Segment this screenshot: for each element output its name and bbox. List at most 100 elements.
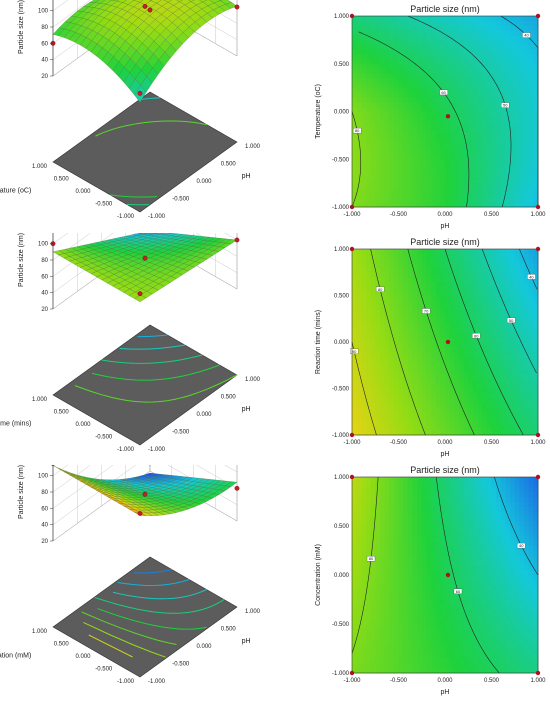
contour-cell	[505, 286, 510, 291]
contour-cell	[352, 296, 357, 301]
contour-cell	[492, 178, 497, 183]
contour-cell	[473, 202, 478, 207]
contour-cell	[473, 272, 478, 277]
contour-cell	[403, 365, 408, 370]
contour-cell	[529, 402, 534, 407]
contour-cell	[422, 121, 427, 126]
contour-cell	[380, 272, 385, 277]
contour-cell	[501, 121, 506, 126]
contour-cell	[375, 565, 380, 570]
contour-cell	[375, 649, 380, 654]
contour-cell	[371, 595, 376, 600]
contour-cell	[385, 426, 390, 431]
contour-cell	[519, 296, 524, 301]
contour-cell	[440, 116, 445, 121]
contour-cell	[496, 202, 501, 207]
contour-cell	[394, 393, 399, 398]
contour-cell	[426, 560, 431, 565]
contour-cell	[436, 277, 441, 282]
contour-cell	[408, 272, 413, 277]
contour-cell	[426, 375, 431, 380]
contour-cell	[524, 102, 529, 107]
contour-cell	[426, 634, 431, 639]
contour-cell	[403, 69, 408, 74]
contour-cell	[487, 389, 492, 394]
contour-cell	[375, 521, 380, 526]
contour-cell	[436, 140, 441, 145]
contour-cell	[501, 69, 506, 74]
contour-cell	[385, 590, 390, 595]
contour-cell	[464, 402, 469, 407]
contour-cell	[375, 393, 380, 398]
contour-cell	[431, 351, 436, 356]
contour-cell	[412, 370, 417, 375]
contour-cell	[389, 619, 394, 624]
contour-cell	[375, 351, 380, 356]
contour-cell	[399, 140, 404, 145]
contour-cell	[375, 45, 380, 50]
contour-cell	[482, 268, 487, 273]
contour-cell	[440, 258, 445, 263]
contour-cell	[403, 305, 408, 310]
contour-cell	[524, 286, 529, 291]
contour-cell	[394, 629, 399, 634]
contour-cell	[417, 258, 422, 263]
contour-cell	[501, 393, 506, 398]
contour-cell	[366, 258, 371, 263]
contour-cell	[473, 268, 478, 273]
contour-cell	[412, 430, 417, 435]
contour-cell	[459, 258, 464, 263]
contour-cell	[403, 174, 408, 179]
contour-cell	[496, 59, 501, 64]
contour-cell	[394, 595, 399, 600]
contour-cell	[459, 26, 464, 31]
contour-cell	[519, 150, 524, 155]
contour-cell	[399, 92, 404, 97]
contour-cell	[426, 88, 431, 93]
contour-cell	[408, 73, 413, 78]
contour-cell	[375, 384, 380, 389]
contour-cell	[371, 126, 376, 131]
contour-cell	[380, 365, 385, 370]
contour-cell	[412, 188, 417, 193]
contour-cell	[361, 21, 366, 26]
contour-cell	[417, 384, 422, 389]
contour-cell	[515, 254, 520, 259]
contour-cell	[403, 531, 408, 536]
contour-cell	[371, 570, 376, 575]
contour-cell	[366, 183, 371, 188]
contour-cell	[408, 361, 413, 366]
contour-cell	[380, 64, 385, 69]
contour-cell	[385, 268, 390, 273]
contour-cell	[450, 83, 455, 88]
contour-cell	[385, 482, 390, 487]
contour-cell	[529, 314, 534, 319]
contour-cell	[385, 536, 390, 541]
contour-cell	[510, 169, 515, 174]
contour-cell	[473, 370, 478, 375]
contour-cell	[487, 140, 492, 145]
contour-cell	[510, 126, 515, 131]
contour-cell	[357, 487, 362, 492]
contour-cell	[417, 193, 422, 198]
contour-cell	[403, 197, 408, 202]
contour-cell	[487, 393, 492, 398]
contour-cell	[366, 375, 371, 380]
contour-cell	[464, 126, 469, 131]
contour-cell	[412, 35, 417, 40]
contour-cell	[496, 351, 501, 356]
contour-cell	[426, 402, 431, 407]
contour-cell	[357, 575, 362, 580]
contour-cell	[361, 337, 366, 342]
contour-cell	[366, 193, 371, 198]
y-tick-label: 0.500	[334, 62, 350, 68]
contour-cell	[417, 188, 422, 193]
contour-cell	[394, 658, 399, 663]
contour-cell	[473, 178, 478, 183]
contour-cell	[375, 202, 380, 207]
contour-cell	[361, 258, 366, 263]
contour-cell	[375, 487, 380, 492]
contour-cell	[371, 159, 376, 164]
contour-cell	[459, 54, 464, 59]
contour-cell	[352, 69, 357, 74]
